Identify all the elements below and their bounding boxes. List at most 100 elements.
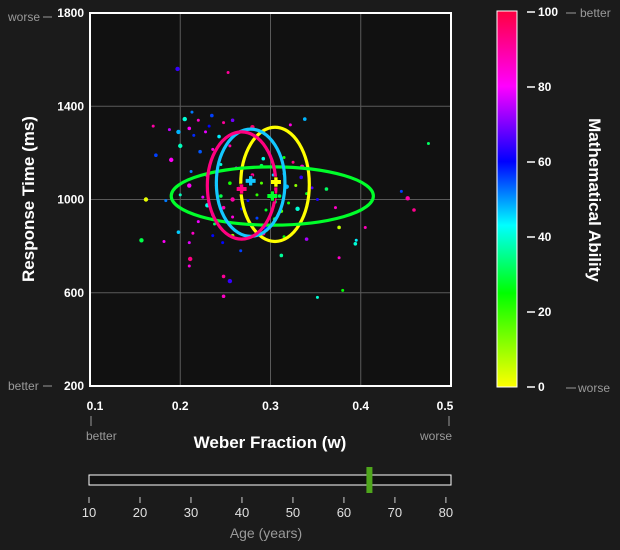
- scatter-point: [412, 208, 416, 212]
- scatter-point: [219, 194, 223, 198]
- y-hint-better: better: [8, 379, 39, 393]
- x-tick-label: 0.1: [87, 399, 104, 413]
- scatter-point: [426, 142, 430, 146]
- scatter-point: [405, 196, 410, 201]
- colorbar-ticks: 0 20 40 60 80 100: [527, 5, 558, 394]
- age-tick-label: 20: [133, 505, 147, 520]
- x-tick-label: 0.4: [352, 399, 369, 413]
- age-tick-label: 40: [235, 505, 249, 520]
- colorbar-tick-label: 20: [538, 305, 552, 319]
- scatter-point: [213, 222, 217, 226]
- x-hint-better: better: [86, 429, 117, 443]
- scatter-point: [261, 156, 266, 161]
- scatter-point: [221, 205, 226, 210]
- scatter-point: [354, 238, 358, 242]
- scatter-point: [154, 153, 158, 158]
- scatter-point: [227, 278, 233, 284]
- colorbar-title: Mathematical Ability: [585, 118, 604, 282]
- x-hint-worse: worse: [419, 429, 452, 443]
- mean-marker-ability-45: [245, 175, 256, 187]
- scatter-points: [139, 66, 430, 299]
- scatter-point: [324, 187, 329, 191]
- x-tick-label: 0.3: [262, 399, 279, 413]
- scatter-point: [178, 193, 182, 197]
- scatter-point: [264, 208, 268, 212]
- age-slider-track[interactable]: [88, 474, 452, 486]
- scatter-point: [189, 170, 193, 174]
- scatter-point: [151, 124, 155, 128]
- scatter-point: [190, 110, 194, 114]
- scatter-point: [333, 206, 337, 210]
- y-axis-title: Response Time (ms): [19, 116, 38, 282]
- scatter-point: [221, 241, 225, 245]
- scatter-point: [139, 238, 144, 243]
- y-axis-ticks: 200 600 1000 1400 1800: [57, 6, 84, 393]
- age-tick-label: 50: [286, 505, 300, 520]
- colorbar-tick-label: 0: [538, 380, 545, 394]
- scatter-point: [353, 241, 358, 246]
- scatter-point: [204, 130, 208, 134]
- y-tick-label: 200: [64, 379, 84, 393]
- scatter-point: [143, 197, 149, 202]
- colorbar-tick-label: 100: [538, 5, 558, 19]
- scatter-point: [231, 215, 235, 219]
- colorbar-tick-label: 80: [538, 80, 552, 94]
- scatter-point: [169, 157, 174, 163]
- scatter-point: [315, 198, 319, 201]
- scatter-point: [310, 186, 314, 190]
- scatter-point: [337, 256, 341, 260]
- colorbar: [496, 10, 518, 388]
- scatter-point: [239, 249, 243, 253]
- age-tick-label: 70: [388, 505, 402, 520]
- scatter-point: [304, 237, 309, 241]
- scatter-point: [337, 225, 341, 230]
- scatter-point: [221, 274, 226, 279]
- scatter-point: [315, 295, 319, 299]
- y-tick-label: 1400: [57, 99, 84, 113]
- scatter-point: [175, 66, 180, 72]
- scatter-point: [219, 163, 223, 167]
- y-hint-worse: worse: [7, 10, 40, 24]
- scatter-point: [164, 199, 168, 203]
- scatter-point: [187, 256, 193, 262]
- x-tick-label: 0.2: [172, 399, 189, 413]
- scatter-point: [255, 216, 259, 220]
- scatter-point: [187, 264, 191, 268]
- scatter-point: [187, 241, 191, 245]
- x-axis-ticks: 0.1 0.2 0.3 0.4 0.5: [87, 399, 454, 413]
- scatter-point: [226, 70, 230, 74]
- scatter-point: [198, 149, 202, 154]
- mean-markers: [236, 175, 282, 202]
- scatter-point: [299, 175, 303, 180]
- scatter-point: [211, 234, 215, 238]
- age-slider-thumb[interactable]: [366, 467, 373, 493]
- scatter-point: [246, 199, 250, 203]
- age-slider-title: Age (years): [230, 525, 302, 541]
- age-tick-label: 80: [439, 505, 453, 520]
- scatter-point: [341, 288, 345, 292]
- colorbar-tick-label: 60: [538, 155, 552, 169]
- scatter-point: [230, 197, 235, 202]
- scatter-point: [228, 181, 232, 185]
- scatter-point: [222, 121, 226, 125]
- scatter-point: [277, 194, 282, 198]
- scatter-point: [192, 133, 196, 137]
- scatter-point: [207, 124, 211, 128]
- scatter-point: [211, 147, 215, 151]
- scatter-point: [210, 113, 214, 118]
- age-tick-label: 10: [82, 505, 96, 520]
- x-axis-title: Weber Fraction (w): [194, 433, 347, 452]
- plot-frame: [89, 12, 452, 387]
- mean-marker-ability-25: [267, 190, 278, 202]
- scatter-point: [399, 189, 403, 193]
- scatter-point: [291, 160, 295, 164]
- scatter-point: [295, 206, 300, 212]
- mean-marker-ability-88: [236, 183, 247, 195]
- scatter-point: [259, 181, 263, 185]
- colorbar-tick-label: 40: [538, 230, 552, 244]
- scatter-point: [176, 230, 181, 234]
- ellipses: [169, 125, 375, 244]
- scatter-point: [255, 193, 259, 197]
- scatter-point: [363, 225, 367, 229]
